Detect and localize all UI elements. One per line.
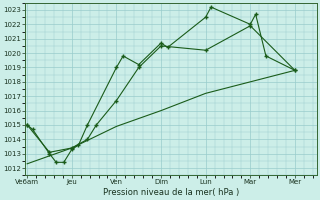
X-axis label: Pression niveau de la mer( hPa ): Pression niveau de la mer( hPa )	[103, 188, 239, 197]
